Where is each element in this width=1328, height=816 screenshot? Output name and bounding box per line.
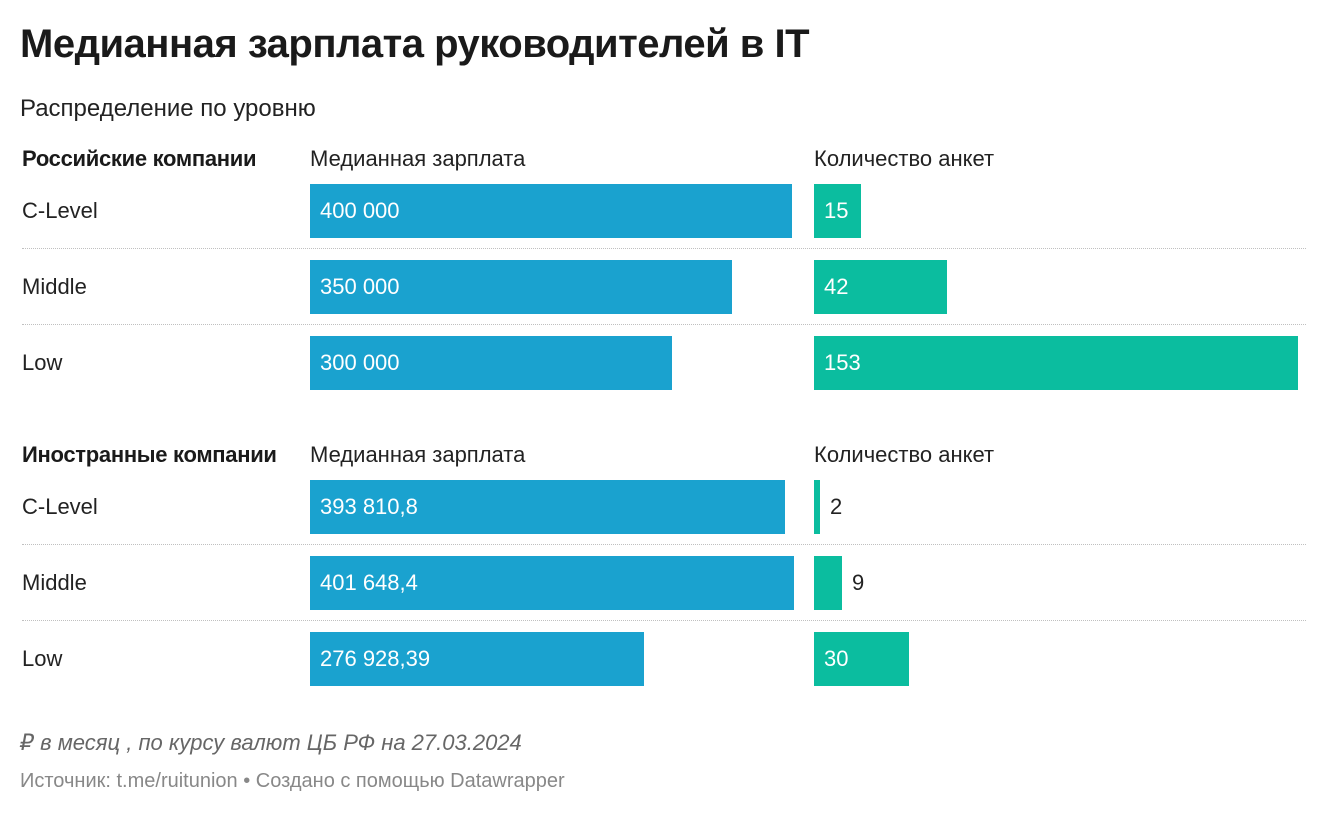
count-bar bbox=[814, 632, 909, 686]
salary-column-header: Медианная зарплата bbox=[310, 146, 526, 171]
row-separator bbox=[22, 324, 1306, 325]
row-label: Middle bbox=[22, 570, 87, 595]
salary-column-header: Медианная зарплата bbox=[310, 442, 526, 467]
salary-value-label: 276 928,39 bbox=[320, 646, 431, 671]
salary-bar bbox=[310, 336, 672, 390]
count-bar bbox=[814, 556, 842, 610]
row-label: C-Level bbox=[22, 198, 98, 223]
count-value-label: 9 bbox=[852, 570, 865, 595]
row-label: Middle bbox=[22, 274, 87, 299]
count-bar bbox=[814, 480, 820, 534]
count-bar bbox=[814, 184, 861, 238]
salary-bar bbox=[310, 480, 785, 534]
salary-bar bbox=[310, 260, 732, 314]
salary-bar bbox=[310, 184, 792, 238]
salary-bar bbox=[310, 632, 644, 686]
section-title: Российские компании bbox=[22, 146, 257, 171]
salary-bar bbox=[310, 556, 794, 610]
row-separator bbox=[22, 544, 1306, 545]
count-value-label: 2 bbox=[830, 494, 843, 519]
row-separator bbox=[22, 620, 1306, 621]
chart-title: Медианная зарплата руководителей в IT bbox=[20, 22, 810, 66]
row-label: Low bbox=[22, 646, 63, 671]
salary-value-label: 393 810,8 bbox=[320, 494, 418, 519]
section-title: Иностранные компании bbox=[22, 442, 277, 467]
row-label: Low bbox=[22, 350, 63, 375]
count-value-label: 30 bbox=[824, 646, 849, 671]
count-column-header: Количество анкет bbox=[814, 146, 995, 171]
salary-value-label: 400 000 bbox=[320, 198, 400, 223]
salary-value-label: 300 000 bbox=[320, 350, 400, 375]
row-label: C-Level bbox=[22, 494, 98, 519]
source-footer: Источник: t.me/ruitunion • Создано с пом… bbox=[20, 770, 565, 792]
units-note: ₽ в месяц , по курсу валют ЦБ РФ на 27.0… bbox=[20, 730, 522, 755]
count-value-label: 153 bbox=[824, 350, 861, 375]
row-separator bbox=[22, 248, 1306, 249]
chart-subtitle: Распределение по уровню bbox=[20, 95, 316, 122]
count-column-header: Количество анкет bbox=[814, 442, 995, 467]
count-value-label: 15 bbox=[824, 198, 849, 223]
salary-value-label: 401 648,4 bbox=[320, 570, 418, 595]
count-value-label: 42 bbox=[824, 274, 849, 299]
count-bar bbox=[814, 260, 947, 314]
salary-value-label: 350 000 bbox=[320, 274, 400, 299]
count-bar bbox=[814, 336, 1298, 390]
